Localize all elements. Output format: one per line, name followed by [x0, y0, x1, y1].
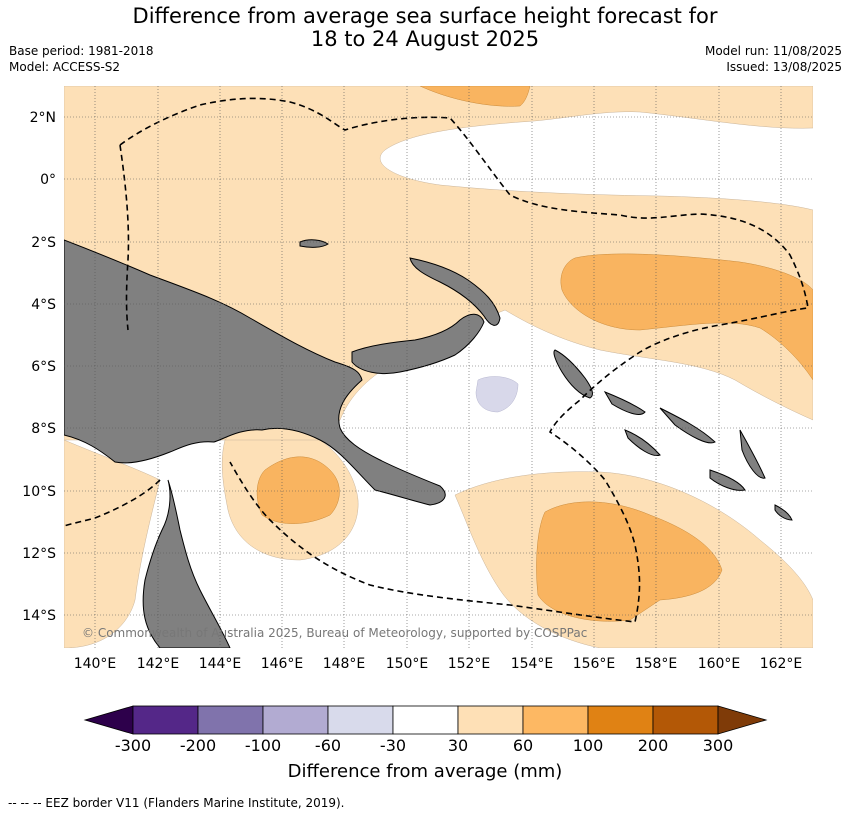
map-grid: [64, 86, 813, 648]
anomaly-region-60-100-south: [536, 501, 723, 622]
lat-label: 2°S: [31, 235, 56, 251]
anomaly-region-60-100-north: [419, 86, 531, 107]
bougainville-island: [553, 349, 593, 399]
model-text: Model: ACCESS-S2: [9, 60, 121, 74]
new-britain-island: [351, 313, 485, 375]
map-title-line-1: Difference from average sea surface heig…: [132, 4, 718, 28]
colorbar-segment: [392, 705, 459, 735]
anomaly-region-60-100-coral-sea: [256, 456, 340, 524]
colorbar-extend-right: [717, 705, 768, 735]
model-run-text: Model run: 11/08/2025: [704, 44, 842, 58]
colorbar-extend-left: [83, 705, 134, 735]
anomaly-region-60-100-east: [560, 253, 813, 381]
manus-island: [299, 239, 329, 248]
colorbar-tick-label: 300: [702, 736, 734, 755]
lat-label: 14°S: [22, 608, 56, 624]
colorbar-segment: [587, 705, 654, 735]
lat-label: 10°S: [22, 484, 56, 500]
lat-label: 0°: [40, 172, 56, 188]
colorbar-segment: [457, 705, 524, 735]
colorbar-tick-label: 200: [637, 736, 669, 755]
colorbar-segment: [262, 705, 329, 735]
colorbar-segment: [132, 705, 199, 735]
copyright-text: © Commonwealth of Australia 2025, Bureau…: [82, 626, 587, 640]
lon-label: 156°E: [573, 656, 616, 672]
lat-label: 8°S: [31, 421, 56, 437]
lat-label: 4°S: [31, 297, 56, 313]
solomon-islands: [603, 390, 793, 521]
lat-label: 12°S: [22, 546, 56, 562]
eez-border: [64, 97, 809, 623]
colorbar-tick-label: -30: [379, 736, 407, 755]
lat-label: 6°S: [31, 359, 56, 375]
base-period-text: Base period: 1981-2018: [9, 44, 154, 58]
new-guinea-landmass: [64, 239, 446, 506]
new-ireland-island: [409, 257, 501, 326]
colorbar-tick-label: 100: [572, 736, 604, 755]
colorbar: [83, 705, 768, 735]
lon-label: 152°E: [448, 656, 491, 672]
lon-label: 160°E: [698, 656, 741, 672]
map-plot-area: [64, 86, 813, 648]
colorbar-segment: [197, 705, 264, 735]
colorbar-tick-label: 60: [512, 736, 534, 755]
colorbar-tick-label: -200: [179, 736, 217, 755]
lon-label: 140°E: [74, 656, 117, 672]
colorbar-title: Difference from average (mm): [287, 761, 563, 782]
lon-label: 154°E: [511, 656, 554, 672]
lon-label: 144°E: [199, 656, 242, 672]
colorbar-tick-label: -60: [314, 736, 342, 755]
lon-label: 146°E: [261, 656, 304, 672]
map-title-line-2: 18 to 24 August 2025: [310, 27, 540, 51]
lon-label: 148°E: [323, 656, 366, 672]
colorbar-tick-label: 30: [447, 736, 469, 755]
lon-label: 158°E: [635, 656, 678, 672]
colorbar-tick-label: -300: [114, 736, 152, 755]
lon-label: 150°E: [386, 656, 429, 672]
anomaly-region-negative: [475, 376, 519, 413]
lon-label: 162°E: [760, 656, 803, 672]
colorbar-segment: [522, 705, 589, 735]
lon-label: 142°E: [137, 656, 180, 672]
issued-text: Issued: 13/08/2025: [726, 60, 842, 74]
lat-label: 2°N: [30, 110, 56, 126]
eez-footnote: -- -- -- EEZ border V11 (Flanders Marine…: [8, 796, 345, 810]
colorbar-segment: [652, 705, 719, 735]
colorbar-tick-label: -100: [244, 736, 282, 755]
colorbar-segment: [327, 705, 394, 735]
cape-york-landmass: [142, 479, 231, 648]
